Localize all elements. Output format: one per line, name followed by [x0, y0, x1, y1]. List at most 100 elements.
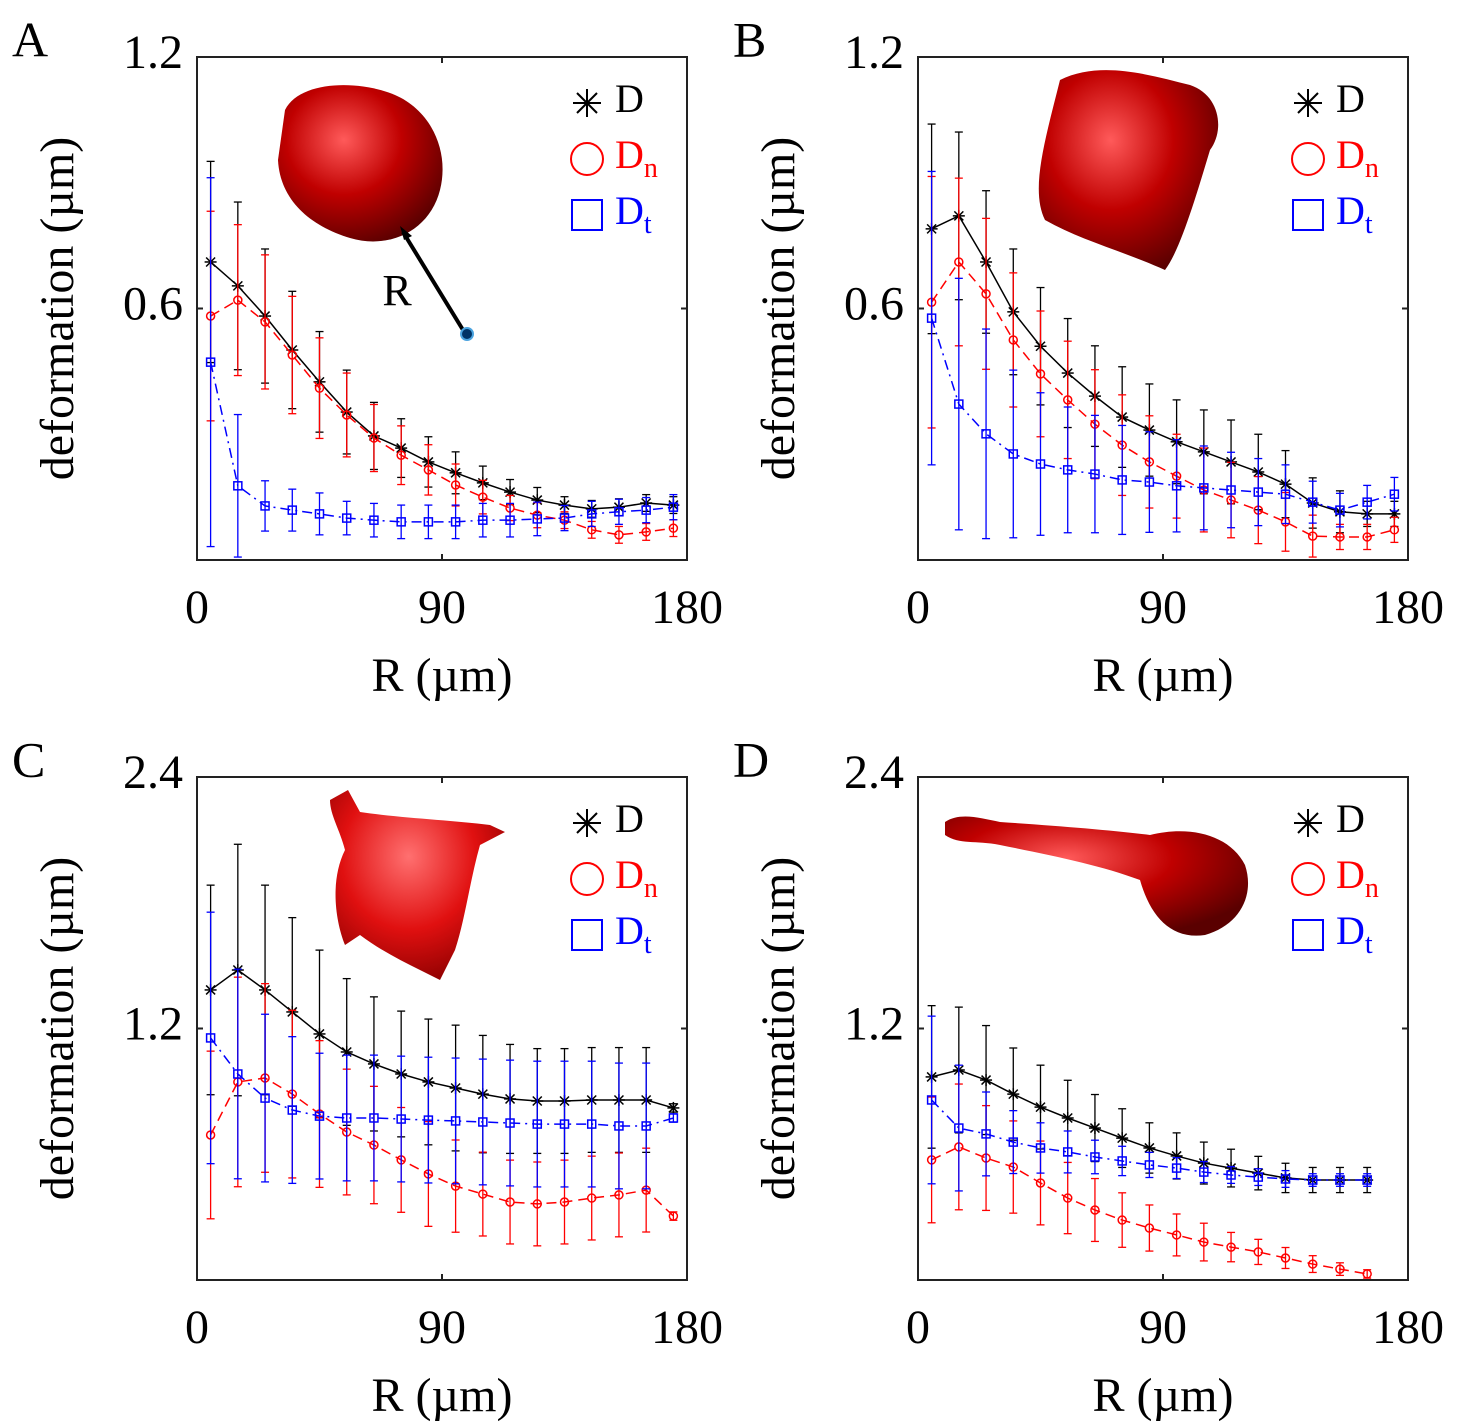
marker-shape: [1335, 532, 1345, 542]
marker: [614, 507, 624, 517]
legend-label: Dt: [615, 188, 652, 240]
marker-shape: [1062, 465, 1073, 475]
cell-render: [945, 816, 1249, 936]
marker-shape: [668, 502, 679, 512]
x-tick-label: 180: [651, 581, 723, 634]
legend-symbol: [1294, 89, 1322, 117]
error-bar: [261, 1013, 270, 1183]
marker: [1389, 525, 1400, 535]
marker-shape: [1171, 1163, 1182, 1173]
marker-shape: [1035, 1143, 1046, 1153]
marker: [1062, 1193, 1073, 1203]
panel-label: B: [733, 11, 766, 67]
marker-shape: [205, 357, 216, 367]
marker: [559, 513, 570, 523]
error-bar: [642, 522, 651, 541]
error-bar: [533, 501, 542, 537]
legend-symbol: [1291, 142, 1325, 176]
error-bar: [1118, 1192, 1127, 1248]
legend-name: D: [615, 132, 644, 177]
marker: [1307, 497, 1318, 507]
marker: [1062, 465, 1073, 475]
legend-label: Dt: [1336, 188, 1373, 240]
plot-frame: [917, 776, 1409, 1281]
legend-symbol: [1294, 809, 1322, 837]
marker: [396, 450, 406, 460]
marker-shape: [341, 410, 352, 420]
series-line: [931, 1099, 1368, 1181]
legend-shape: [1291, 142, 1325, 176]
legend-subscript: t: [644, 209, 652, 240]
legend-symbol: [573, 89, 601, 117]
marker: [314, 383, 325, 393]
marker: [981, 289, 991, 299]
error-bar: [1009, 369, 1018, 539]
marker: [1117, 1215, 1127, 1225]
error-bar: [1090, 414, 1099, 534]
error-bar: [587, 500, 596, 528]
marker-shape: [1362, 497, 1372, 507]
x-tick-label: 0: [185, 1301, 209, 1354]
marker-shape: [478, 1189, 488, 1199]
error-bar: [954, 1064, 963, 1192]
marker: [532, 1199, 543, 1209]
legend-label: D: [1336, 796, 1365, 841]
marker: [1035, 1143, 1046, 1153]
marker-shape: [641, 1121, 651, 1131]
annotation: R: [382, 266, 412, 315]
marker: [532, 514, 543, 524]
marker: [926, 1095, 937, 1105]
error-bar: [1199, 1222, 1208, 1262]
marker-shape: [369, 515, 379, 525]
legend-subscript: n: [644, 153, 658, 184]
marker-shape: [1362, 532, 1372, 542]
legend-name: D: [1336, 852, 1365, 897]
marker: [1280, 489, 1291, 499]
legend-label: Dn: [615, 132, 658, 184]
marker: [1226, 485, 1236, 495]
legend-name: D: [615, 852, 644, 897]
marker: [233, 295, 243, 305]
legend-subscript: n: [1365, 873, 1379, 904]
plot-frame: [196, 776, 688, 1281]
marker-shape: [1226, 1170, 1236, 1180]
error-bar: [642, 1062, 651, 1190]
legend-label: Dn: [1336, 852, 1379, 904]
legend-symbol: [1292, 919, 1324, 951]
marker: [260, 317, 270, 327]
marker: [668, 502, 679, 512]
legend-subscript: t: [1365, 209, 1373, 240]
error-bar: [1145, 431, 1154, 533]
marker-shape: [478, 1117, 488, 1127]
marker-shape: [668, 1211, 679, 1221]
marker: [505, 1197, 515, 1207]
marker-shape: [1035, 369, 1046, 379]
marker-shape: [396, 1114, 406, 1124]
marker: [423, 517, 434, 527]
error-bar: [982, 1091, 991, 1177]
x-tick-label: 90: [418, 1301, 466, 1354]
legend-subscript: t: [1365, 929, 1373, 960]
marker: [614, 1190, 624, 1200]
marker-shape: [287, 505, 298, 515]
error-bar: [982, 328, 991, 540]
marker-shape: [369, 1113, 379, 1123]
marker-shape: [1008, 335, 1019, 345]
y-axis-label: deformation (µm): [31, 137, 84, 481]
marker-shape: [1307, 1175, 1318, 1185]
marker-shape: [1062, 1193, 1073, 1203]
x-tick-label: 0: [906, 581, 930, 634]
marker-shape: [641, 527, 651, 537]
error-bar: [1199, 1160, 1208, 1184]
marker-shape: [1008, 1137, 1019, 1147]
legend-symbol: [1292, 199, 1324, 231]
marker: [1144, 1223, 1155, 1233]
marker-shape: [314, 1028, 325, 1039]
legend-shape: [1292, 199, 1324, 231]
legend-shape: [570, 862, 604, 896]
marker-shape: [1280, 489, 1291, 499]
marker-shape: [505, 1197, 515, 1207]
marker-shape: [260, 317, 270, 327]
cell-render: [278, 85, 443, 242]
